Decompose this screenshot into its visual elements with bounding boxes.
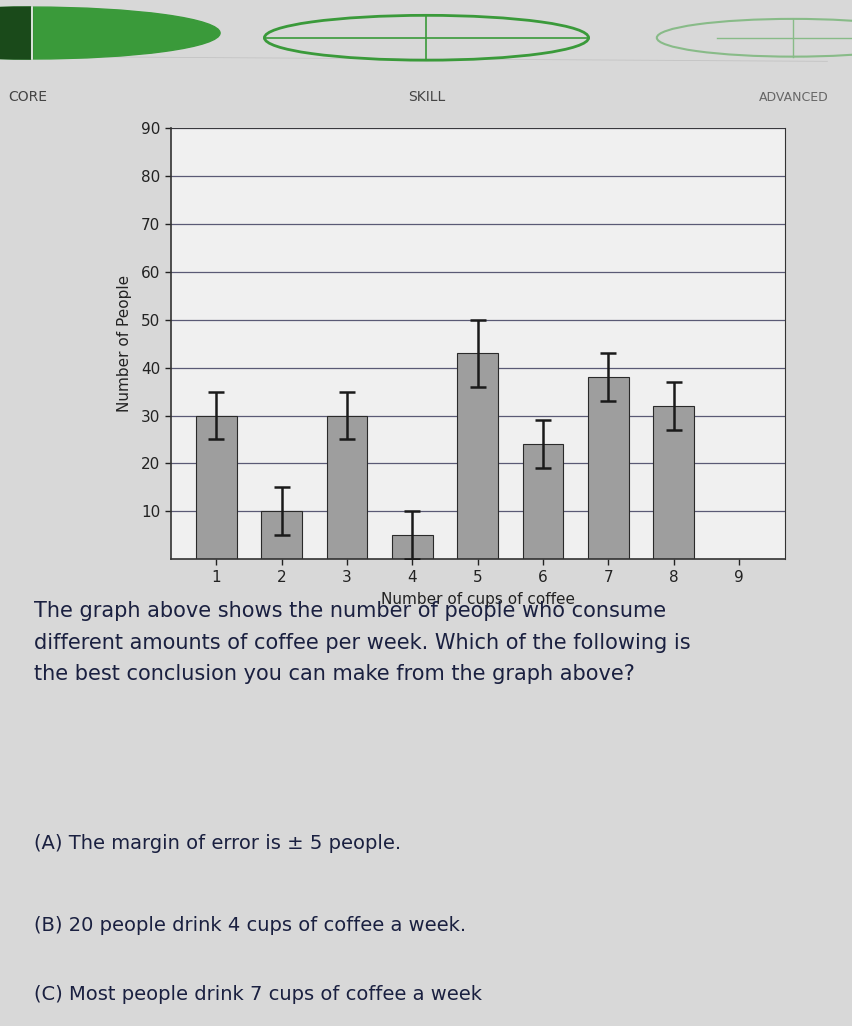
Text: CORE: CORE bbox=[9, 90, 48, 104]
Bar bbox=[653, 406, 694, 559]
Bar bbox=[326, 416, 367, 559]
Text: (B) 20 people drink 4 cups of coffee a week.: (B) 20 people drink 4 cups of coffee a w… bbox=[34, 916, 466, 936]
Bar bbox=[392, 536, 432, 559]
Bar bbox=[457, 353, 498, 559]
Bar bbox=[587, 378, 628, 559]
Bar bbox=[196, 416, 236, 559]
Bar bbox=[261, 511, 302, 559]
Text: ADVANCED: ADVANCED bbox=[757, 91, 827, 104]
Text: SKILL: SKILL bbox=[407, 90, 445, 104]
Wedge shape bbox=[0, 7, 32, 60]
Circle shape bbox=[0, 7, 220, 60]
Bar bbox=[522, 444, 562, 559]
Text: The graph above shows the number of people who consume
different amounts of coff: The graph above shows the number of peop… bbox=[34, 601, 690, 683]
Text: (A) The margin of error is ± 5 people.: (A) The margin of error is ± 5 people. bbox=[34, 834, 400, 854]
Text: (C) Most people drink 7 cups of coffee a week: (C) Most people drink 7 cups of coffee a… bbox=[34, 985, 481, 1003]
X-axis label: Number of cups of coffee: Number of cups of coffee bbox=[380, 592, 574, 606]
Y-axis label: Number of People: Number of People bbox=[118, 275, 132, 412]
